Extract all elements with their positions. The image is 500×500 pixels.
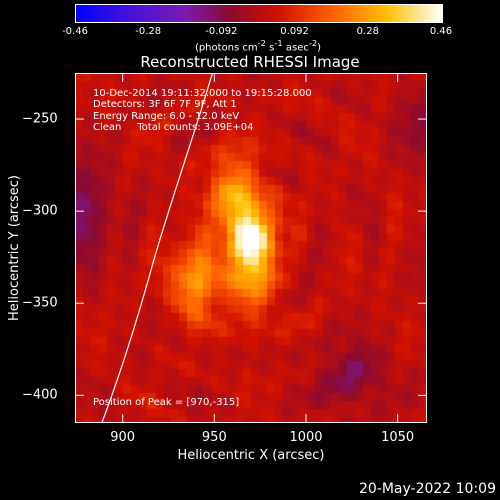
heatmap-image bbox=[75, 73, 427, 423]
y-tick-label: −350 bbox=[22, 295, 58, 311]
colorbar-tick-label: 0.46 bbox=[429, 26, 453, 37]
colorbar-tick-label: 0.092 bbox=[280, 26, 309, 37]
axis-tick-marks bbox=[75, 73, 427, 423]
y-axis-label: Heliocentric Y (arcsec) bbox=[7, 175, 23, 321]
y-tick-label: −400 bbox=[22, 387, 58, 403]
colorbar-tick-label: 0.28 bbox=[356, 26, 379, 37]
colorbar-tick-label: -0.092 bbox=[205, 26, 238, 37]
plot-overlay bbox=[75, 73, 427, 423]
colorbar-tick-label: -0.46 bbox=[62, 26, 88, 37]
colorbar-tick-label: -0.28 bbox=[135, 26, 162, 37]
x-tick-label: 1050 bbox=[381, 430, 415, 445]
annotation-detectors: Detectors: 3F 6F 7F 9F, Att 1 bbox=[93, 99, 237, 110]
x-tick-label: 950 bbox=[201, 430, 227, 445]
y-tick-label: −300 bbox=[22, 203, 58, 219]
plot-date-stamp: 20-May-2022 10:09 bbox=[358, 481, 496, 497]
colorbar-unit-label: (photons cm-2 s-1 asec-2) bbox=[194, 38, 322, 54]
annotation-energy: Energy Range: 6.0 - 12.0 keV bbox=[93, 111, 240, 122]
x-tick-label: 1000 bbox=[289, 430, 323, 445]
annotation-clean-counts: Clean Total counts: 3.09E+04 bbox=[93, 122, 254, 133]
x-axis-label: Heliocentric X (arcsec) bbox=[177, 448, 325, 463]
annotation-peak-position: Position of Peak = [970,-315] bbox=[93, 397, 240, 408]
colorbar bbox=[75, 4, 443, 23]
x-tick-label: 900 bbox=[110, 430, 136, 445]
chart-title: Reconstructed RHESSI Image bbox=[140, 53, 360, 71]
y-tick-label: −250 bbox=[22, 111, 58, 127]
annotation-time: 10-Dec-2014 19:11:32.000 to 19:15:28.000 bbox=[93, 88, 312, 99]
solar-limb-line bbox=[101, 73, 214, 423]
